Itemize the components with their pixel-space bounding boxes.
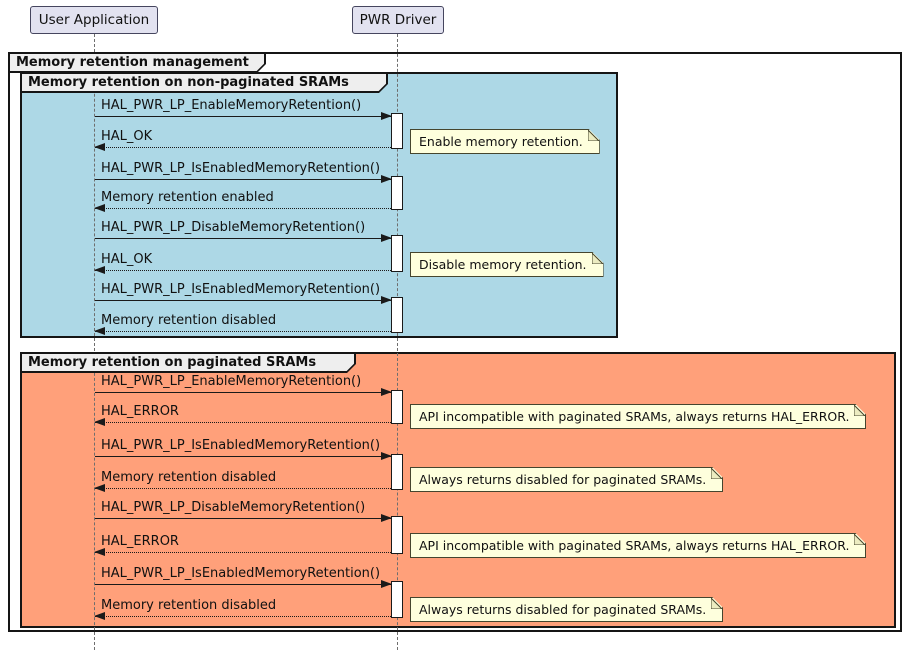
- note: API incompatible with paginated SRAMs, a…: [410, 404, 866, 429]
- frame-outer: [8, 52, 902, 632]
- lifeline-pwr-driver: [397, 34, 398, 650]
- call-arrow: [95, 233, 392, 242]
- return-arrow: [94, 483, 391, 492]
- call-arrow: [95, 387, 392, 396]
- note-fold-icon: [588, 130, 599, 141]
- note: Enable memory retention.: [410, 129, 600, 154]
- note-fold-icon: [711, 598, 722, 609]
- message-label: Memory retention disabled: [101, 598, 277, 613]
- message-label: HAL_OK: [101, 129, 153, 144]
- participant-user-application: User Application: [30, 6, 158, 34]
- return-arrow: [94, 265, 391, 274]
- activation-bar: [391, 454, 403, 490]
- call-arrow: [95, 111, 392, 120]
- call-arrow: [95, 451, 392, 460]
- note: API incompatible with paginated SRAMs, a…: [410, 533, 866, 558]
- frame-outer-title-tab: Memory retention management: [8, 52, 266, 73]
- message-label: HAL_PWR_LP_IsEnabledMemoryRetention(): [101, 161, 381, 176]
- return-arrow: [94, 203, 391, 212]
- message-label: HAL_ERROR: [101, 404, 179, 419]
- activation-bar: [391, 297, 403, 333]
- activation-bar: [391, 390, 403, 424]
- note-fold-icon: [592, 253, 603, 264]
- message-label: HAL_PWR_LP_IsEnabledMemoryRetention(): [101, 282, 381, 297]
- tab-fill: [10, 54, 265, 72]
- activation-bar: [391, 176, 403, 210]
- message-label: Memory retention disabled: [101, 313, 277, 328]
- lifeline-user-application: [94, 34, 95, 650]
- call-arrow: [95, 174, 392, 183]
- note-fold-icon: [854, 534, 865, 545]
- frame-non-paginated-title-tab: Memory retention on non-paginated SRAMs: [20, 72, 388, 93]
- return-arrow: [94, 326, 391, 335]
- note-text: Enable memory retention.: [419, 134, 583, 149]
- participant-label: PWR Driver: [359, 12, 437, 28]
- note-text: Always returns disabled for paginated SR…: [419, 472, 707, 487]
- message-label: HAL_PWR_LP_DisableMemoryRetention(): [101, 500, 366, 515]
- return-arrow: [94, 547, 391, 556]
- return-arrow: [94, 417, 391, 426]
- message-label: HAL_PWR_LP_IsEnabledMemoryRetention(): [101, 438, 381, 453]
- participant-pwr-driver: PWR Driver: [352, 6, 444, 34]
- note-text: API incompatible with paginated SRAMs, a…: [419, 409, 850, 424]
- note: Disable memory retention.: [410, 252, 604, 277]
- frame-title: Memory retention on non-paginated SRAMs: [28, 75, 349, 90]
- message-label: HAL_ERROR: [101, 534, 179, 549]
- return-arrow: [94, 611, 391, 620]
- note: Always returns disabled for paginated SR…: [410, 467, 723, 492]
- activation-bar: [391, 516, 403, 554]
- message-label: HAL_PWR_LP_DisableMemoryRetention(): [101, 220, 366, 235]
- note-text: Disable memory retention.: [419, 257, 587, 272]
- message-label: HAL_PWR_LP_EnableMemoryRetention(): [101, 374, 362, 389]
- message-label: HAL_PWR_LP_EnableMemoryRetention(): [101, 98, 362, 113]
- frame-paginated-title-tab: Memory retention on paginated SRAMs: [20, 352, 356, 373]
- frame-title: Memory retention management: [16, 55, 249, 70]
- call-arrow: [95, 579, 392, 588]
- note: Always returns disabled for paginated SR…: [410, 597, 723, 622]
- tab-fill: [22, 354, 355, 372]
- message-label: Memory retention disabled: [101, 470, 277, 485]
- call-arrow: [95, 513, 392, 522]
- message-label: HAL_PWR_LP_IsEnabledMemoryRetention(): [101, 566, 381, 581]
- note-fold-icon: [854, 405, 865, 416]
- note-text: Always returns disabled for paginated SR…: [419, 602, 707, 617]
- message-label: HAL_OK: [101, 252, 153, 267]
- call-arrow: [95, 295, 392, 304]
- activation-bar: [391, 113, 403, 149]
- note-fold-icon: [711, 468, 722, 479]
- note-text: API incompatible with paginated SRAMs, a…: [419, 538, 850, 553]
- return-arrow: [94, 142, 391, 151]
- participant-label: User Application: [38, 12, 150, 28]
- tab-fill: [22, 74, 387, 92]
- message-label: Memory retention enabled: [101, 190, 274, 205]
- frame-title: Memory retention on paginated SRAMs: [28, 355, 317, 370]
- activation-bar: [391, 581, 403, 618]
- activation-bar: [391, 235, 403, 272]
